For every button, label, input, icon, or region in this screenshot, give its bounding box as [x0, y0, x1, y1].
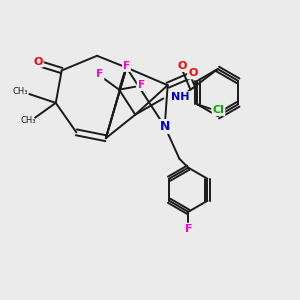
- Text: F: F: [123, 61, 130, 71]
- Text: N: N: [160, 120, 170, 133]
- Text: F: F: [138, 80, 145, 90]
- Text: F: F: [96, 69, 103, 79]
- Text: F: F: [184, 224, 192, 234]
- Text: O: O: [178, 61, 187, 71]
- Text: CH₃: CH₃: [13, 87, 28, 96]
- Text: CH₃: CH₃: [20, 116, 36, 125]
- Text: O: O: [188, 68, 197, 78]
- Text: O: O: [33, 57, 43, 67]
- Text: Cl: Cl: [213, 105, 224, 115]
- Text: NH: NH: [172, 92, 190, 102]
